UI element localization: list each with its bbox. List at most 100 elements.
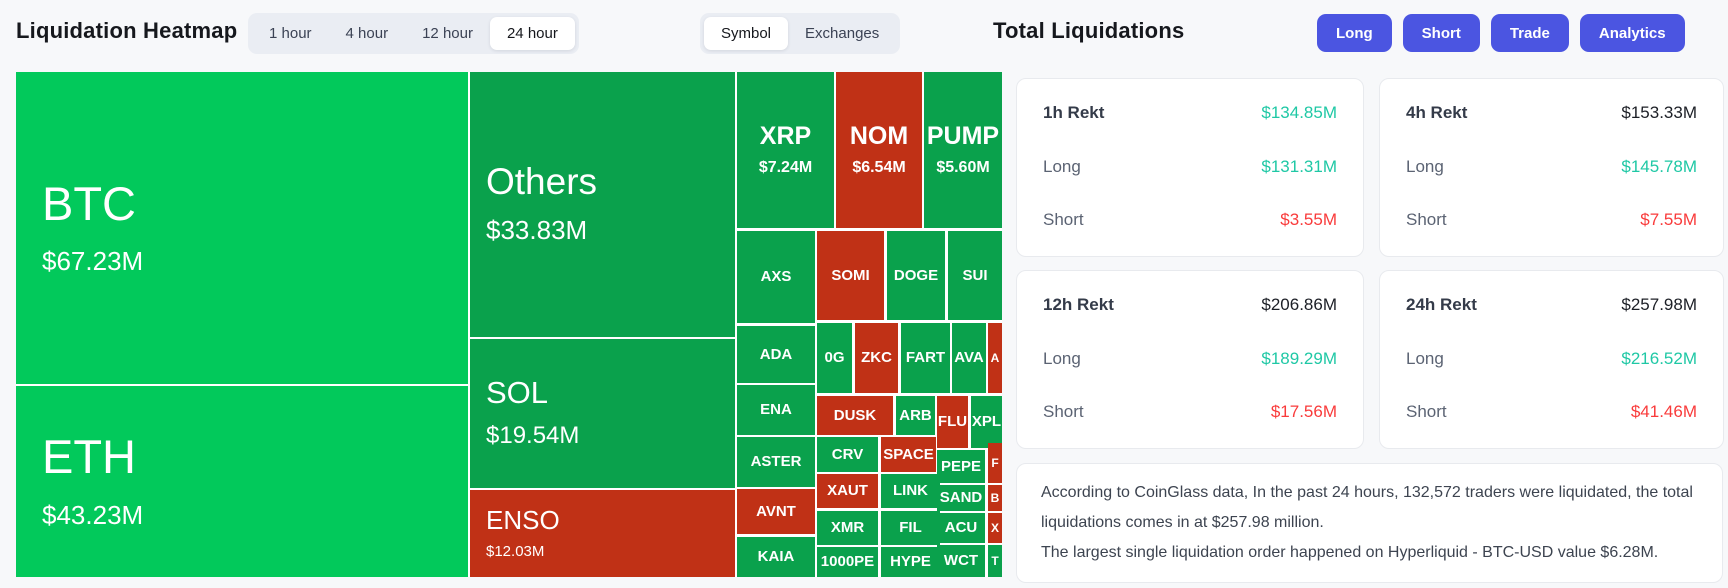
time-filter-24-hour[interactable]: 24 hour xyxy=(489,17,575,50)
treemap-cell-flu[interactable]: FLU xyxy=(937,396,968,448)
cell-value: $7.24M xyxy=(758,158,813,176)
treemap-cell-arb[interactable]: ARB xyxy=(896,396,935,435)
total-liquidations-title: Total Liquidations xyxy=(993,18,1185,43)
stat-row-value: $216.52M xyxy=(1621,348,1697,368)
treemap-cell-b[interactable]: B xyxy=(988,485,1002,511)
cell-symbol: B xyxy=(990,490,1000,505)
view-toggle-group: Symbol Exchanges xyxy=(700,13,901,54)
time-filter-4-hour[interactable]: 4 hour xyxy=(345,25,389,42)
short-button[interactable]: Short xyxy=(1402,14,1480,52)
treemap-cell-dusk[interactable]: DUSK xyxy=(817,396,893,435)
treemap-cell-btc[interactable]: BTC $67.23M xyxy=(16,72,468,384)
stat-row-value: $145.78M xyxy=(1621,156,1697,176)
view-toggle-symbol[interactable]: Symbol xyxy=(704,17,789,50)
treemap-cell-xmr[interactable]: XMR xyxy=(817,511,878,545)
treemap-cell-fart[interactable]: FART xyxy=(901,323,950,393)
treemap-cell-pump[interactable]: PUMP $5.60M xyxy=(924,72,1002,228)
cell-symbol: SOMI xyxy=(831,266,870,284)
treemap-cell-xrp[interactable]: XRP $7.24M xyxy=(737,72,834,228)
stat-card-short-row: Short $17.56M xyxy=(1043,402,1337,422)
cell-value: $43.23M xyxy=(42,499,144,530)
time-filter-1-hour[interactable]: 1 hour xyxy=(269,25,312,42)
liquidation-treemap: BTC $67.23M ETH $43.23M Others $33.83M SOL $19.… xyxy=(16,72,1002,577)
trade-button[interactable]: Trade xyxy=(1490,14,1569,52)
treemap-cell-nom[interactable]: NOM $6.54M xyxy=(836,72,922,228)
treemap-cell-avnt[interactable]: AVNT xyxy=(737,489,815,534)
cell-symbol: LINK xyxy=(893,482,928,500)
cell-symbol: SOL xyxy=(486,375,549,411)
treemap-cell-kaia[interactable]: KAIA xyxy=(737,537,815,577)
treemap-cell-hype[interactable]: HYPE xyxy=(881,547,940,577)
treemap-cell-space[interactable]: SPACE xyxy=(881,437,936,472)
treemap-cell-eth[interactable]: ETH $43.23M xyxy=(16,386,468,577)
cell-symbol: ASTER xyxy=(750,453,802,471)
treemap-cell-1000pe[interactable]: 1000PE xyxy=(817,547,878,577)
cell-value: $6.54M xyxy=(852,158,906,176)
treemap-cell-axs[interactable]: AXS xyxy=(737,231,815,323)
cell-value: $33.83M xyxy=(486,215,588,246)
cell-symbol: ARB xyxy=(899,406,932,424)
treemap-cell-pepe[interactable]: PEPE xyxy=(937,450,985,483)
treemap-cell-acu[interactable]: ACU xyxy=(937,513,985,543)
stat-card-1h-rekt: 1h Rekt $134.85M Long $131.31M Short $3.55M xyxy=(1016,78,1364,257)
stat-card-header-row: 4h Rekt $153.33M xyxy=(1406,103,1697,123)
cell-symbol: FART xyxy=(905,349,946,367)
stat-row-value: $17.56M xyxy=(1270,402,1337,421)
cell-value: $12.03M xyxy=(486,542,545,560)
cell-symbol: CRV xyxy=(831,445,864,463)
treemap-cell-t[interactable]: T xyxy=(988,545,1002,577)
treemap-cell-sand[interactable]: SAND xyxy=(937,485,985,511)
treemap-cell-doge[interactable]: DOGE xyxy=(887,231,945,320)
treemap-cell-ada[interactable]: ADA xyxy=(737,326,815,383)
treemap-cell-x[interactable]: X xyxy=(988,513,1002,543)
treemap-cell-crv[interactable]: CRV xyxy=(817,437,878,472)
view-toggle-exchanges[interactable]: Exchanges xyxy=(805,25,880,42)
time-filter-group: 1 hour 4 hour 12 hour 24 hour xyxy=(248,13,579,54)
stat-card-24h-rekt: 24h Rekt $257.98M Long $216.52M Short $41.46M xyxy=(1379,270,1724,449)
stat-row-label: Short xyxy=(1043,402,1084,421)
cell-symbol: NOM xyxy=(849,122,909,151)
treemap-cell-link[interactable]: LINK xyxy=(881,474,940,508)
stat-card-long-row: Long $145.78M xyxy=(1406,157,1697,177)
stat-card-long-row: Long $216.52M xyxy=(1406,349,1697,369)
cell-symbol: SPACE xyxy=(883,445,934,463)
treemap-cell-sui[interactable]: SUI xyxy=(948,231,1002,320)
cell-symbol: PUMP xyxy=(926,122,1000,151)
cell-symbol: ZKC xyxy=(861,349,892,367)
stat-card-title: 4h Rekt xyxy=(1406,103,1468,122)
stat-card-4h-rekt: 4h Rekt $153.33M Long $145.78M Short $7.55M xyxy=(1379,78,1724,257)
time-filter-12-hour[interactable]: 12 hour xyxy=(422,25,473,42)
cell-symbol: XRP xyxy=(759,122,812,151)
stat-row-label: Short xyxy=(1406,402,1447,421)
stat-card-long-row: Long $131.31M xyxy=(1043,157,1337,177)
treemap-cell-fil[interactable]: FIL xyxy=(881,511,940,545)
treemap-cell-f[interactable]: F xyxy=(988,443,1002,483)
treemap-cell-ava[interactable]: AVA xyxy=(952,323,986,393)
treemap-cell-sol[interactable]: SOL $19.54M xyxy=(470,339,735,488)
treemap-cell-others[interactable]: Others $33.83M xyxy=(470,72,735,337)
treemap-cell-aster[interactable]: ASTER xyxy=(737,437,815,487)
cell-symbol: AXS xyxy=(760,268,792,286)
treemap-cell-ena[interactable]: ENA xyxy=(737,385,815,435)
stat-row-label: Short xyxy=(1043,210,1084,229)
treemap-cell-xaut[interactable]: XAUT xyxy=(817,474,878,508)
summary-card: According to CoinGlass data, In the past… xyxy=(1016,463,1723,583)
stat-card-total: $153.33M xyxy=(1621,103,1697,122)
analytics-button[interactable]: Analytics xyxy=(1579,14,1685,52)
long-button[interactable]: Long xyxy=(1317,14,1392,52)
stat-card-title: 12h Rekt xyxy=(1043,295,1114,314)
cell-symbol: X xyxy=(990,520,999,535)
treemap-cell-wct[interactable]: WCT xyxy=(937,545,985,577)
treemap-cell-zkc[interactable]: ZKC xyxy=(855,323,898,393)
summary-line-1: According to CoinGlass data, In the past… xyxy=(1041,484,1693,531)
stat-row-label: Short xyxy=(1406,210,1447,229)
treemap-cell-0g[interactable]: 0G xyxy=(817,323,852,393)
stat-card-header-row: 24h Rekt $257.98M xyxy=(1406,295,1697,315)
cell-symbol: SUI xyxy=(962,266,988,284)
treemap-cell-a[interactable]: A xyxy=(988,323,1002,393)
treemap-cell-xpl[interactable]: XPL xyxy=(971,396,1002,448)
cell-symbol: SAND xyxy=(939,489,983,507)
treemap-cell-enso[interactable]: ENSO $12.03M xyxy=(470,490,735,577)
cell-symbol: DUSK xyxy=(833,406,877,424)
treemap-cell-somi[interactable]: SOMI xyxy=(817,231,884,320)
